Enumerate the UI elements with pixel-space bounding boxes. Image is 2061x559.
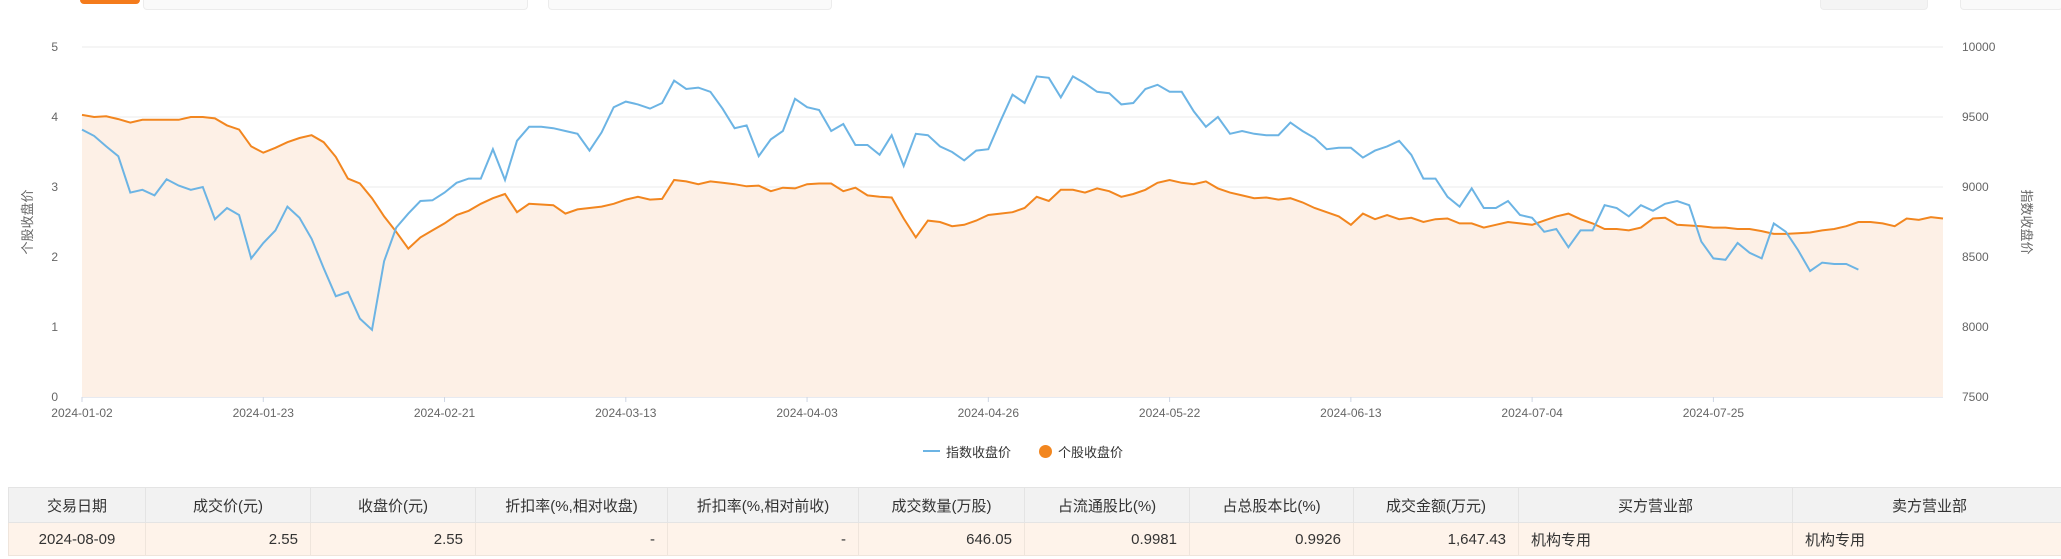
stock-close-line: [81, 113, 1944, 251]
cell-seller: 机构专用: [1792, 522, 2061, 556]
left-tick-label: 5: [51, 40, 58, 54]
left-tick-label: 3: [51, 180, 58, 194]
col-header-float-ratio[interactable]: 占流通股比(%): [1024, 487, 1190, 523]
cell-discount-prev: -: [667, 522, 859, 556]
legend-index[interactable]: 指数收盘价: [923, 440, 1011, 462]
x-tick-label: 2024-05-22: [1139, 406, 1201, 420]
cell-discount-close: -: [475, 522, 668, 556]
left-axis-ticks: 0 1 2 3 4 5: [51, 40, 58, 404]
price-comparison-chart: 0 1 2 3 4 5 7500 8000 8500 9000 9500 10000 2024-01…: [20, 40, 2034, 420]
x-tick-label: 2024-07-25: [1683, 406, 1745, 420]
col-header-close-price[interactable]: 收盘价(元): [310, 487, 476, 523]
x-tick-label: 2024-03-13: [595, 406, 657, 420]
x-tick-label: 2024-04-03: [776, 406, 838, 420]
cell-float-ratio: 0.9981: [1024, 522, 1190, 556]
right-tick-label: 9000: [1962, 180, 1989, 194]
left-tick-label: 1: [51, 320, 58, 334]
cell-deal-price: 2.55: [145, 522, 311, 556]
left-tick-label: 0: [51, 390, 58, 404]
stock-close-area: [82, 114, 1943, 398]
cell-trade-date: 2024-08-09: [8, 522, 146, 556]
col-header-trade-date[interactable]: 交易日期: [8, 487, 146, 523]
right-tick-label: 8500: [1962, 250, 1989, 264]
filter-control[interactable]: [548, 0, 832, 10]
date-range-control[interactable]: [143, 0, 528, 10]
col-header-total-ratio[interactable]: 占总股本比(%): [1189, 487, 1354, 523]
col-header-discount-prev[interactable]: 折扣率(%,相对前收): [667, 487, 859, 523]
col-header-seller: 卖方营业部: [1792, 487, 2061, 523]
block-trade-table: 交易日期 成交价(元) 收盘价(元) 折扣率(%,相对收盘) 折扣率(%,相对前…: [8, 487, 2061, 556]
left-tick-label: 2: [51, 250, 58, 264]
x-tick-label: 2024-06-13: [1320, 406, 1382, 420]
right-tick-label: 8000: [1962, 320, 1989, 334]
action-button[interactable]: [1820, 0, 1928, 10]
secondary-action-button[interactable]: [1960, 0, 2061, 10]
legend-stock-swatch: [1039, 444, 1052, 458]
legend-index-label: 指数收盘价: [946, 444, 1012, 460]
cell-close-price: 2.55: [310, 522, 476, 556]
table-row: 2024-08-09 2.55 2.55 - - 646.05 0.9981 0…: [8, 522, 2061, 556]
x-tick-label: 2024-01-02: [51, 406, 113, 420]
right-tick-label: 7500: [1962, 390, 1989, 404]
cell-total-ratio: 0.9926: [1189, 522, 1354, 556]
right-axis-ticks: 7500 8000 8500 9000 9500 10000: [1962, 40, 1996, 404]
chart-legend: 指数收盘价 个股收盘价: [0, 440, 2061, 462]
x-tick-label: 2024-01-23: [233, 406, 295, 420]
top-toolbar: [0, 0, 2061, 10]
col-header-buyer: 买方营业部: [1518, 487, 1793, 523]
right-tick-label: 10000: [1962, 40, 1996, 54]
table-header-row: 交易日期 成交价(元) 收盘价(元) 折扣率(%,相对收盘) 折扣率(%,相对前…: [8, 487, 2061, 523]
col-header-volume[interactable]: 成交数量(万股): [858, 487, 1025, 523]
x-tick-label: 2024-04-26: [958, 406, 1020, 420]
x-tick-label: 2024-02-21: [414, 406, 476, 420]
active-tab-indicator[interactable]: [80, 0, 140, 4]
legend-index-swatch: [923, 450, 940, 452]
legend-stock[interactable]: 个股收盘价: [1039, 440, 1123, 462]
cell-volume: 646.05: [858, 522, 1025, 556]
cell-buyer: 机构专用: [1518, 522, 1793, 556]
col-header-amount[interactable]: 成交金额(万元): [1353, 487, 1519, 523]
cell-amount: 1,647.43: [1353, 522, 1519, 556]
index-close-line: [81, 75, 1859, 332]
legend-stock-label: 个股收盘价: [1058, 444, 1124, 460]
col-header-discount-close[interactable]: 折扣率(%,相对收盘): [475, 487, 668, 523]
right-axis-label: 指数收盘价: [2019, 189, 2034, 254]
right-tick-label: 9500: [1962, 110, 1989, 124]
left-axis-label: 个股收盘价: [20, 189, 35, 254]
x-tick-label: 2024-07-04: [1501, 406, 1563, 420]
left-tick-label: 4: [51, 110, 58, 124]
x-axis-ticks: 2024-01-02 2024-01-23 2024-02-21 2024-03-13…: [51, 397, 1744, 420]
col-header-deal-price[interactable]: 成交价(元): [145, 487, 311, 523]
